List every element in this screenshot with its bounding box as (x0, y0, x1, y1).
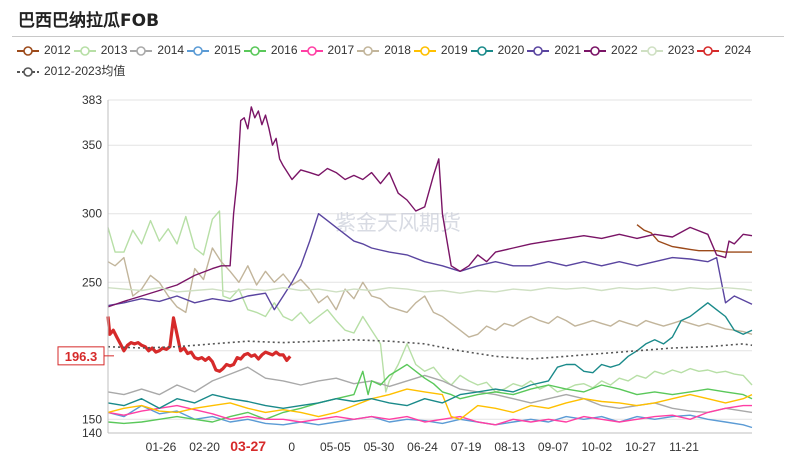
watermark-text: 紫金天风期货 (335, 211, 461, 235)
legend-label: 2015 (214, 43, 241, 57)
legend-item-2016[interactable]: 2016 (243, 42, 298, 59)
series-line-2015[interactable] (107, 404, 753, 429)
x-tick-label: 07-19 (451, 440, 482, 454)
legend: 2012 2013 2014 2015 2016 2017 2018 2019 2020 2021… (16, 42, 786, 84)
legend-swatch-icon (300, 46, 323, 56)
series-line-2018[interactable] (107, 247, 753, 338)
x-tick-label: 11-21 (669, 440, 699, 454)
gridlines (108, 99, 752, 434)
chart-title: 巴西巴纳拉瓜FOB (18, 11, 160, 31)
current-value-marker: 196.3 (57, 346, 114, 366)
legend-label: 2024 (724, 43, 752, 57)
legend-swatch-icon (357, 46, 380, 56)
series-line-2017[interactable] (107, 404, 752, 426)
legend-label: 2014 (157, 43, 185, 57)
x-tick-label: 09-07 (538, 440, 569, 454)
legend-swatch-icon (640, 46, 663, 56)
legend-swatch-icon (413, 46, 436, 56)
legend-item-2018[interactable]: 2018 (356, 42, 411, 59)
legend-swatch-icon (527, 46, 550, 56)
x-tick-label: 08-13 (494, 440, 525, 454)
series-line-2014[interactable] (107, 366, 753, 414)
axes: 14015020025030035038301-2602-2003-27005-… (57, 93, 752, 454)
legend-item-2012-2023[interactable]: 2012-2023均值 (16, 63, 125, 80)
series-line-2021[interactable] (107, 213, 753, 311)
legend-label: 2012-2023均值 (44, 64, 126, 78)
legend-swatch-icon (470, 46, 493, 56)
series-line-2012[interactable] (636, 224, 752, 253)
legend-label: 2022 (611, 43, 638, 57)
y-tick-label: 383 (82, 93, 102, 107)
legend-swatch-icon (187, 46, 210, 56)
legend-label: 2018 (384, 43, 411, 57)
y-tick-label: 350 (82, 138, 102, 152)
legend-swatch-icon (17, 67, 39, 77)
x-tick-label: 06-24 (407, 440, 438, 454)
y-tick-label: 300 (82, 207, 102, 221)
legend-item-2020[interactable]: 2020 (470, 42, 525, 59)
legend-item-2022[interactable]: 2022 (583, 42, 638, 59)
legend-swatch-icon (584, 46, 607, 56)
legend-swatch-icon (17, 46, 39, 56)
y-tick-label: 140 (82, 426, 102, 440)
watermark: 紫金天风期货 (335, 211, 461, 235)
legend-item-2017[interactable]: 2017 (300, 42, 355, 59)
series-line-2020[interactable] (107, 302, 753, 409)
title-divider (12, 36, 784, 37)
legend-item-2014[interactable]: 2014 (129, 42, 184, 59)
legend-label: 2023 (667, 43, 695, 57)
legend-item-2013[interactable]: 2013 (73, 42, 128, 59)
legend-item-2021[interactable]: 2021 (526, 42, 581, 59)
series-line-2013[interactable] (107, 210, 753, 393)
x-tick-label: 05-30 (364, 440, 395, 454)
series-lines (106, 106, 753, 429)
series-line-2019[interactable] (107, 388, 753, 420)
legend-swatch-icon (697, 46, 720, 56)
legend-label: 2012 (44, 43, 71, 57)
legend-swatch-icon (130, 46, 153, 56)
x-tick-label: 05-05 (320, 440, 351, 454)
series-line-2024[interactable] (106, 316, 292, 373)
legend-label: 2013 (100, 43, 128, 57)
legend-label: 2016 (270, 43, 298, 57)
series-line-2016[interactable] (107, 363, 753, 425)
legend-swatch-icon (73, 46, 96, 56)
x-tick-label: 01-26 (146, 440, 177, 454)
legend-label: 2020 (497, 43, 525, 57)
legend-item-2019[interactable]: 2019 (413, 42, 468, 59)
legend-label: 2021 (554, 43, 582, 57)
legend-item-2012[interactable]: 2012 (16, 42, 71, 59)
y-tick-label: 150 (82, 412, 102, 426)
x-tick-label: 03-27 (230, 438, 266, 454)
legend-label: 2019 (440, 43, 468, 57)
series-line-2022[interactable] (107, 106, 753, 308)
series-line-2012-2023[interactable] (107, 339, 753, 360)
legend-item-2023[interactable]: 2023 (640, 42, 695, 59)
current-value-label: 196.3 (65, 349, 98, 364)
legend-label: 2017 (327, 43, 355, 57)
legend-item-2024[interactable]: 2024 (696, 42, 751, 59)
x-tick-label: 0 (288, 440, 295, 454)
legend-item-2015[interactable]: 2015 (186, 42, 241, 59)
series-line-2023[interactable] (107, 287, 753, 294)
legend-swatch-icon (243, 46, 266, 56)
x-tick-label: 02-20 (189, 440, 220, 454)
y-tick-label: 250 (82, 275, 102, 289)
x-tick-label: 10-27 (625, 440, 656, 454)
x-tick-label: 10-02 (581, 440, 612, 454)
